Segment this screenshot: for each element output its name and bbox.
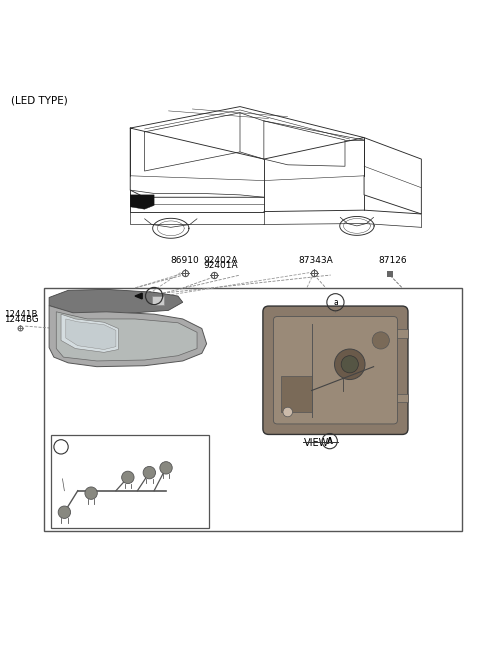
- Polygon shape: [61, 314, 118, 352]
- Text: A: A: [151, 292, 157, 300]
- Circle shape: [121, 471, 134, 484]
- Text: a: a: [59, 442, 63, 451]
- Circle shape: [372, 332, 389, 349]
- Circle shape: [58, 506, 71, 518]
- Circle shape: [160, 462, 172, 474]
- Circle shape: [283, 407, 292, 417]
- Text: a: a: [333, 298, 338, 307]
- Bar: [44, 288, 462, 532]
- Circle shape: [85, 487, 97, 499]
- Circle shape: [335, 349, 365, 380]
- Text: 12441B: 12441B: [4, 309, 37, 319]
- Text: 18642G: 18642G: [58, 470, 91, 479]
- Text: 1244BG: 1244BG: [4, 315, 38, 325]
- Text: 86910: 86910: [171, 256, 200, 265]
- Polygon shape: [56, 312, 197, 361]
- Polygon shape: [130, 195, 154, 209]
- Text: VIEW: VIEW: [304, 438, 329, 448]
- Circle shape: [143, 466, 156, 479]
- Bar: [51, 435, 209, 528]
- Polygon shape: [135, 293, 142, 299]
- FancyBboxPatch shape: [274, 317, 397, 424]
- Polygon shape: [49, 289, 183, 314]
- Text: 87343A: 87343A: [298, 256, 333, 265]
- Text: 87126: 87126: [378, 256, 407, 265]
- Text: 92402A: 92402A: [204, 256, 238, 265]
- Bar: [397, 394, 408, 403]
- Text: A: A: [327, 437, 333, 445]
- Text: 92470C: 92470C: [105, 516, 137, 525]
- FancyBboxPatch shape: [263, 306, 408, 434]
- Text: 92401A: 92401A: [204, 261, 238, 270]
- Bar: [397, 329, 408, 338]
- Text: (LED TYPE): (LED TYPE): [11, 96, 68, 106]
- Bar: [281, 376, 312, 412]
- Polygon shape: [49, 306, 206, 367]
- Bar: [152, 296, 164, 305]
- Circle shape: [341, 355, 359, 373]
- Polygon shape: [66, 319, 116, 350]
